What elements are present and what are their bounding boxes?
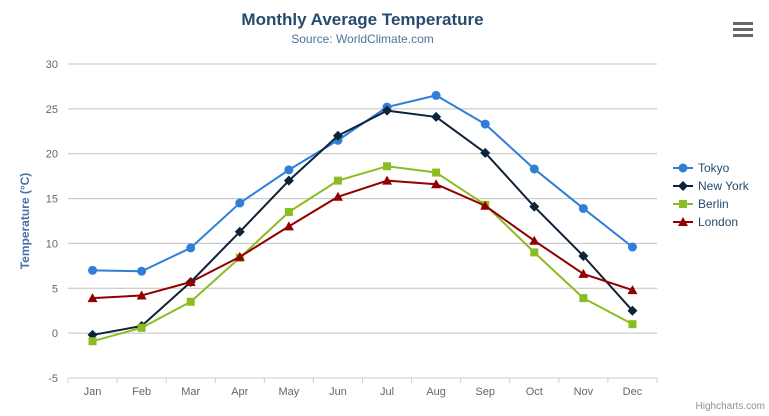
- chart-subtitle: Source: WorldClimate.com: [291, 32, 434, 46]
- hamburger-icon[interactable]: [731, 19, 756, 39]
- legend-label: New York: [698, 179, 749, 193]
- diamond-marker-icon: [678, 181, 688, 191]
- triangle-marker-icon: [578, 268, 589, 278]
- triangle-legend-marker-icon: [673, 217, 693, 226]
- hamburger-bar: [733, 27, 753, 31]
- x-axis-label: Feb: [132, 386, 151, 398]
- square-marker-icon: [530, 248, 539, 257]
- y-axis-labels: -5 0 5 10 15 20 25 30: [46, 59, 58, 385]
- square-marker-icon: [333, 176, 342, 185]
- series-line: [91, 109, 634, 336]
- credits-link[interactable]: Highcharts.com: [695, 401, 765, 412]
- circle-marker-icon: [678, 163, 688, 173]
- circle-marker-icon: [480, 119, 490, 129]
- legend: Tokyo New York Berlin London: [673, 161, 749, 229]
- circle-marker-icon: [431, 90, 441, 100]
- circle-marker-icon: [529, 164, 539, 174]
- legend-label: London: [698, 215, 739, 229]
- x-axis-label: Jun: [329, 386, 347, 398]
- gridlines: [68, 63, 657, 379]
- circle-legend-marker-icon: [673, 163, 693, 173]
- diamond-marker-icon: [382, 105, 393, 116]
- square-marker-icon: [137, 323, 146, 332]
- diamond-marker-icon: [332, 130, 343, 141]
- x-axis-label: Mar: [181, 386, 200, 398]
- triangle-marker-icon: [480, 200, 491, 210]
- hamburger-bar: [733, 21, 753, 25]
- diamond-marker-icon: [234, 226, 245, 237]
- circle-marker-icon: [284, 165, 294, 175]
- x-axis-label: Oct: [526, 386, 543, 398]
- triangle-marker-icon: [431, 179, 442, 189]
- circle-marker-icon: [627, 242, 637, 252]
- triangle-marker-icon: [332, 191, 343, 201]
- triangle-marker-icon: [382, 175, 393, 185]
- diamond-marker-icon: [283, 175, 294, 186]
- series-line: [91, 179, 634, 300]
- legend-item-tokyo[interactable]: Tokyo: [673, 161, 749, 175]
- triangle-marker-icon: [136, 290, 147, 300]
- diamond-marker-icon: [529, 201, 540, 212]
- series-london[interactable]: [87, 175, 638, 303]
- x-axis-label: Dec: [623, 386, 643, 398]
- square-marker-icon: [579, 294, 588, 303]
- diamond-marker-icon: [431, 111, 442, 122]
- square-marker-icon: [679, 200, 687, 208]
- y-axis-label: 0: [52, 328, 58, 340]
- circle-marker-icon: [235, 198, 245, 208]
- x-axis-label: Nov: [574, 386, 594, 398]
- x-axis-label: Jul: [380, 386, 394, 398]
- legend-item-new-york[interactable]: New York: [673, 179, 749, 193]
- series-new-york[interactable]: [87, 105, 638, 340]
- square-marker-icon: [383, 162, 392, 171]
- legend-label: Berlin: [698, 197, 729, 211]
- x-axis-label: Sep: [475, 386, 495, 398]
- y-axis-title: Temperature (°C): [18, 172, 32, 270]
- series-berlin[interactable]: [88, 162, 637, 346]
- triangle-marker-icon: [234, 251, 245, 261]
- y-axis-label: 30: [46, 59, 58, 71]
- circle-marker-icon: [88, 265, 98, 275]
- y-axis-label: 20: [46, 149, 58, 161]
- chart-title: Monthly Average Temperature: [241, 10, 484, 29]
- square-marker-icon: [88, 337, 97, 346]
- legend-item-london[interactable]: London: [673, 215, 749, 229]
- y-axis-label: 25: [46, 104, 58, 116]
- square-marker-icon: [284, 208, 293, 217]
- triangle-marker-icon: [529, 235, 540, 245]
- triangle-marker-icon: [87, 293, 98, 303]
- x-axis-label: Jan: [84, 386, 102, 398]
- y-axis-label: 5: [52, 283, 58, 295]
- x-axis: Jan Feb Mar Apr May Jun Jul Aug Sep Oct Nov Dec: [67, 377, 658, 398]
- legend-item-berlin[interactable]: Berlin: [673, 197, 749, 211]
- triangle-marker-icon: [283, 221, 294, 231]
- y-axis-label: 15: [46, 194, 58, 206]
- legend-label: Tokyo: [698, 161, 730, 175]
- series-tokyo[interactable]: [88, 90, 637, 276]
- diamond-marker-icon: [578, 250, 589, 261]
- square-marker-icon: [186, 297, 195, 306]
- x-axis-label: May: [278, 386, 299, 398]
- triangle-marker-icon: [185, 277, 196, 287]
- circle-marker-icon: [137, 266, 147, 276]
- series-line: [91, 165, 634, 343]
- circle-marker-icon: [578, 203, 588, 213]
- y-axis-label: -5: [48, 373, 58, 385]
- diamond-marker-icon: [627, 305, 638, 316]
- square-marker-icon: [432, 168, 441, 177]
- series-line: [91, 94, 634, 273]
- x-axis-label: Aug: [426, 386, 446, 398]
- diamond-legend-marker-icon: [673, 181, 693, 191]
- circle-marker-icon: [186, 243, 196, 253]
- square-marker-icon: [628, 320, 637, 329]
- hamburger-bar: [733, 33, 753, 37]
- x-axis-label: Apr: [231, 386, 248, 398]
- square-legend-marker-icon: [673, 200, 693, 208]
- diamond-marker-icon: [480, 147, 491, 158]
- y-axis-label: 10: [46, 238, 58, 250]
- triangle-marker-icon: [678, 217, 688, 226]
- triangle-marker-icon: [627, 285, 638, 295]
